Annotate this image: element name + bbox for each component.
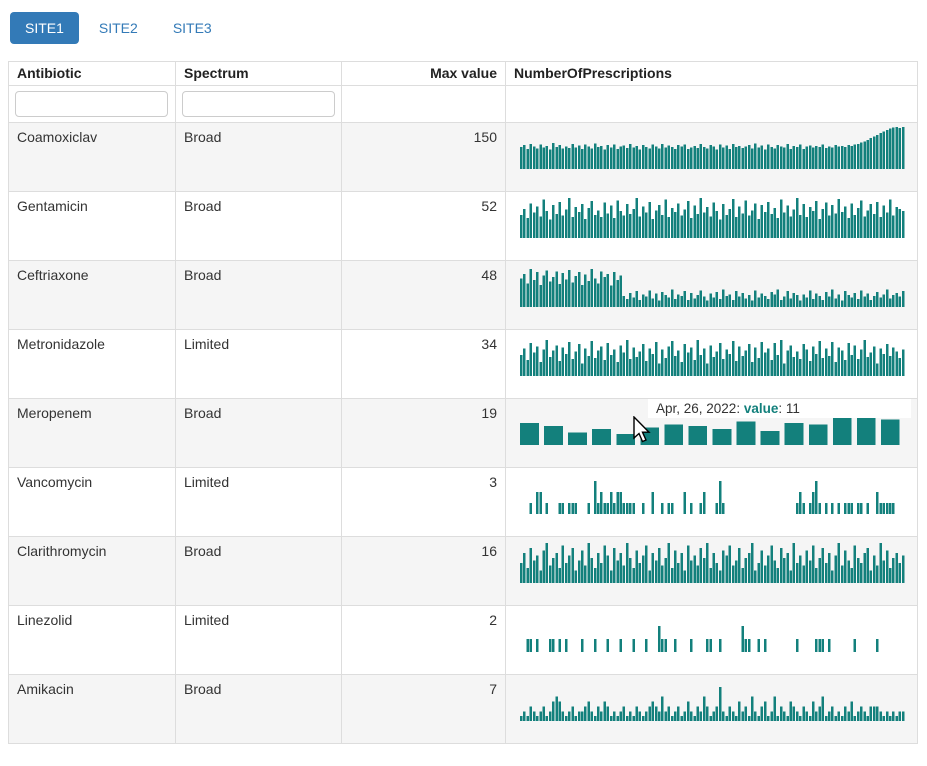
spectrum-cell: Limited (175, 467, 342, 537)
antibiotic-cell: Linezolid (8, 605, 176, 675)
tooltip-value: : 11 (778, 401, 800, 416)
sparkline-chart[interactable] (520, 192, 917, 238)
tab-site2[interactable]: SITE2 (98, 20, 138, 36)
table-row: Linezolid Limited 2 (8, 605, 918, 675)
antibiotic-cell: Ceftriaxone (8, 260, 176, 330)
table-row: Amikacin Broad 7 (8, 674, 918, 744)
antibiotic-cell: Meropenem (8, 398, 176, 468)
max-value-cell: 2 (341, 605, 506, 675)
table-row: Gentamicin Broad 52 (8, 191, 918, 261)
spectrum-filter-input[interactable] (182, 91, 335, 117)
tab-site3[interactable]: SITE3 (172, 20, 212, 36)
table-row: Vancomycin Limited 3 (8, 467, 918, 537)
antibiotic-cell: Metronidazole (8, 329, 176, 399)
sparkline-chart[interactable] (520, 330, 917, 376)
max-value-cell: 19 (341, 398, 506, 468)
table-row: Metronidazole Limited 34 (8, 329, 918, 399)
filter-row (8, 85, 918, 123)
max-value-cell: 150 (341, 122, 506, 192)
tooltip-date: Apr, 26, 2022: (656, 401, 744, 416)
sparkline-chart[interactable] (520, 537, 917, 583)
sparkline-chart[interactable] (520, 123, 917, 169)
spectrum-cell: Limited (175, 329, 342, 399)
mouse-cursor-icon (633, 416, 651, 443)
sparkline-chart[interactable] (520, 468, 917, 514)
max-value-cell: 52 (341, 191, 506, 261)
table-row: Clarithromycin Broad 16 (8, 536, 918, 606)
max-value-cell: 16 (341, 536, 506, 606)
sparkline-chart[interactable] (520, 399, 917, 445)
sparkline-chart[interactable] (520, 261, 917, 307)
antibiotic-cell: Gentamicin (8, 191, 176, 261)
antibiotic-cell: Vancomycin (8, 467, 176, 537)
spectrum-cell: Broad (175, 536, 342, 606)
header-row: Antibiotic Spectrum Max value NumberOfPr… (8, 61, 918, 86)
spectrum-cell: Broad (175, 260, 342, 330)
table-body: Coamoxiclav Broad 150 Gentamicin Broad 5… (8, 122, 918, 744)
sparkline-chart[interactable] (520, 675, 917, 721)
max-value-cell: 48 (341, 260, 506, 330)
tab-site1[interactable]: SITE1 (10, 12, 79, 44)
spectrum-cell: Broad (175, 398, 342, 468)
antibiotic-cell: Clarithromycin (8, 536, 176, 606)
antibiotic-filter-input[interactable] (15, 91, 168, 117)
max-value-cell: 34 (341, 329, 506, 399)
antibiotic-cell: Amikacin (8, 674, 176, 744)
spectrum-cell: Broad (175, 191, 342, 261)
table-row: Meropenem Broad 19 Apr, 26, 2022: value:… (8, 398, 918, 468)
spectrum-cell: Limited (175, 605, 342, 675)
col-header-spectrum: Spectrum (175, 61, 342, 86)
max-value-cell: 7 (341, 674, 506, 744)
spectrum-cell: Broad (175, 674, 342, 744)
tooltip-series-label: value (743, 401, 779, 416)
col-header-antibiotic: Antibiotic (8, 61, 176, 86)
col-header-prescriptions: NumberOfPrescriptions (505, 61, 918, 86)
max-value-cell: 3 (341, 467, 506, 537)
spectrum-cell: Broad (175, 122, 342, 192)
sparkline-chart[interactable] (520, 606, 917, 652)
table-row: Coamoxiclav Broad 150 (8, 122, 918, 192)
table-row: Ceftriaxone Broad 48 (8, 260, 918, 330)
chart-tooltip: Apr, 26, 2022: value: 11 (648, 399, 911, 418)
antibiotics-table: Antibiotic Spectrum Max value NumberOfPr… (8, 61, 918, 744)
site-tabs: SITE1 SITE2 SITE3 (10, 12, 927, 44)
col-header-max-value: Max value (341, 61, 506, 86)
antibiotic-cell: Coamoxiclav (8, 122, 176, 192)
